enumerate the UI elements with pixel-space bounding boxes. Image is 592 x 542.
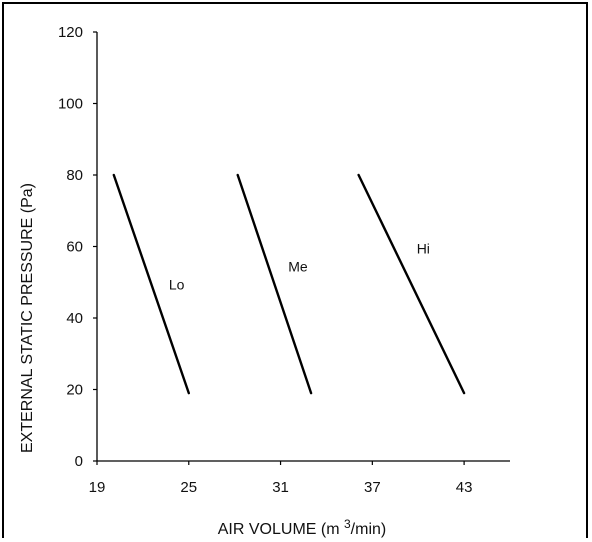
ticks: 0 20 40 60 80 100 120 19 25 31 37 43 — [58, 24, 472, 496]
x-axis-label-sup: 3 — [344, 517, 351, 531]
x-tick-label: 37 — [364, 479, 381, 496]
y-tick-label: 20 — [66, 382, 83, 399]
x-axis-label: AIR VOLUME (m 3/min) — [218, 517, 386, 538]
x-tick-label: 31 — [272, 479, 289, 496]
chart-frame — [2, 2, 588, 538]
axes — [96, 32, 510, 462]
y-tick-label: 100 — [58, 96, 83, 113]
y-axis-label: EXTERNAL STATIC PRESSURE (Pa) — [19, 183, 36, 453]
x-tick-label: 43 — [456, 479, 473, 496]
series-line-hi — [357, 173, 466, 395]
series-group: Lo Me Hi — [112, 173, 466, 395]
series-line-me — [236, 173, 313, 395]
y-tick-label: 0 — [75, 453, 83, 470]
y-tick-label: 60 — [66, 239, 83, 256]
y-tick-label: 80 — [66, 167, 83, 184]
y-tick-label: 120 — [58, 24, 83, 41]
x-axis-label-tail: /min) — [351, 521, 387, 538]
series-label-lo: Lo — [169, 276, 185, 292]
x-tick-label: 19 — [89, 479, 106, 496]
series-line-lo — [112, 173, 190, 395]
x-tick-label: 25 — [180, 479, 197, 496]
series-label-me: Me — [288, 259, 308, 275]
y-tick-label: 40 — [66, 310, 83, 327]
series-label-hi: Hi — [417, 241, 430, 257]
x-axis-label-main: AIR VOLUME (m — [218, 521, 344, 538]
